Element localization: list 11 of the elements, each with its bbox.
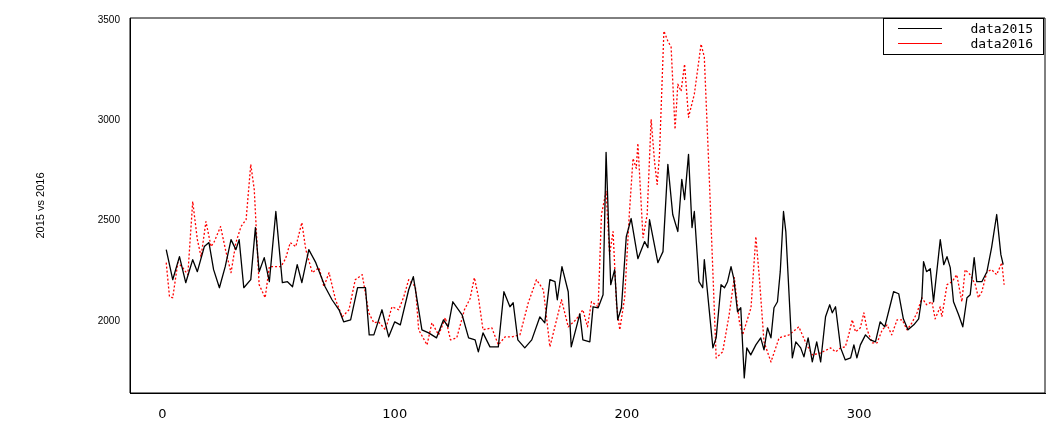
x-tick-label: 0 — [158, 406, 167, 422]
y-axis-title: 2015 vs 2016 — [33, 172, 46, 239]
legend-label: data2016 — [970, 36, 1033, 51]
y-tick-label: 3500 — [97, 13, 121, 25]
y-tick-label: 2000 — [97, 314, 121, 326]
y-tick-label: 3000 — [97, 114, 121, 126]
y-tick-label: 2500 — [97, 214, 121, 226]
x-tick-label: 200 — [614, 406, 640, 422]
x-tick-label: 100 — [382, 406, 408, 422]
x-tick-label: 300 — [846, 406, 872, 422]
legend-label: data2015 — [970, 21, 1033, 36]
